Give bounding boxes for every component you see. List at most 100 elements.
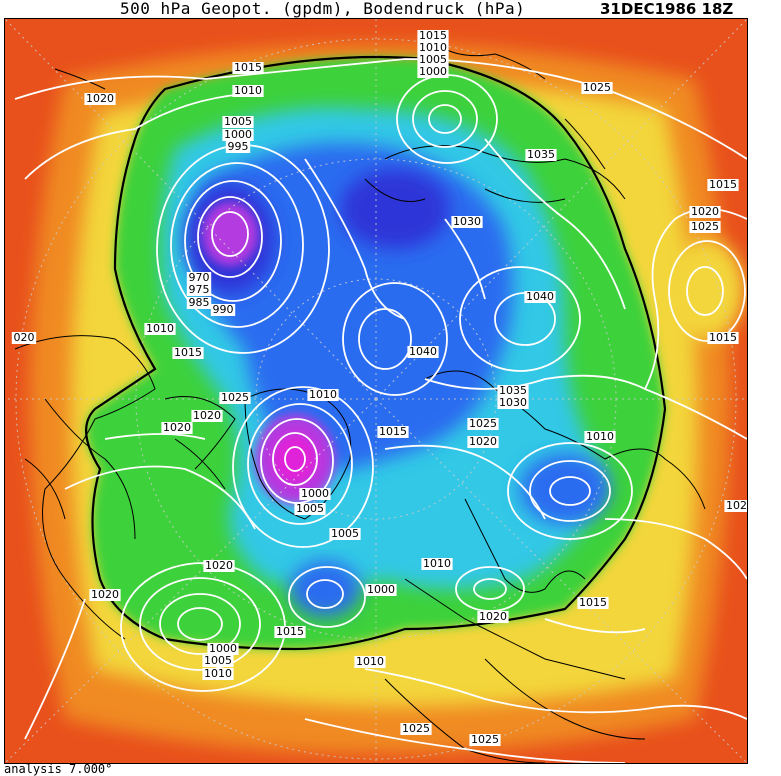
pressure-label: 1000 <box>301 487 329 500</box>
weather-map: 1015 1010 1005 1020 1000 1025 1015 1010 1005 1000… <box>4 18 748 764</box>
purple-low-west <box>202 202 258 266</box>
pressure-label-bg <box>144 323 176 335</box>
pressure-label-bg <box>707 332 739 344</box>
isobar-low-west <box>211 211 249 257</box>
isobar-wavy <box>544 618 646 634</box>
boundary-contour <box>85 55 667 651</box>
isobar-low-east <box>549 476 591 506</box>
pressure-label-bg <box>354 656 386 668</box>
pressure-label-bg <box>219 392 251 404</box>
isobar-wavy <box>304 158 406 320</box>
pressure-label: 990 <box>213 303 234 316</box>
pressure-label: 1020 <box>86 92 114 105</box>
pressure-label: 1010 <box>356 655 384 668</box>
pressure-label-bg <box>274 626 306 638</box>
coast-eurasia-north <box>364 145 626 203</box>
pressure-label: 1025 <box>583 81 611 94</box>
isobar-high-central <box>358 308 412 370</box>
pressure-label-bg <box>400 723 432 735</box>
isobar-wavy <box>24 598 86 740</box>
pressure-label-bg <box>329 528 361 540</box>
pressure-label: 1015 <box>234 61 262 74</box>
pressure-label: 1005 <box>224 115 252 128</box>
pressure-label-bg <box>365 584 397 596</box>
pressure-label-bg <box>524 291 556 303</box>
pressure-label: 1000 <box>209 642 237 655</box>
pressure-label: 1015 <box>709 331 737 344</box>
isobar-high-east <box>686 266 724 316</box>
pressure-label-bg <box>186 297 212 309</box>
isobar-wavy <box>24 93 246 180</box>
map-title: 500 hPa Geopot. (gpdm), Bodendruck (hPa) <box>120 0 526 18</box>
pressure-label: 1015 <box>709 178 737 191</box>
pressure-label-bg <box>84 93 116 105</box>
pressure-label-bg <box>89 589 121 601</box>
pressure-label: 1035 <box>499 384 527 397</box>
pressure-label: 1005 <box>296 502 324 515</box>
pressure-label: 1030 <box>453 215 481 228</box>
pressure-label: 1015 <box>379 425 407 438</box>
isobar-low-mid <box>473 578 507 600</box>
pressure-label-bg <box>417 54 449 66</box>
pressure-label-bg <box>202 668 234 680</box>
coast-north-america <box>14 335 156 640</box>
pressure-label: 1025 <box>402 722 430 735</box>
pressure-labels: 1015101010051020100010251015101010051000… <box>11 29 747 746</box>
isobar-low-north <box>412 90 478 148</box>
map-datetime: 31DEC1986 18Z <box>600 0 734 18</box>
pressure-label: 1010 <box>234 84 262 97</box>
meridian <box>375 398 747 763</box>
isobar-high-east <box>668 240 746 342</box>
isobar-low-center <box>272 432 318 486</box>
pressure-label: 975 <box>189 283 210 296</box>
pressure-label-bg <box>467 418 499 430</box>
parallel <box>255 278 497 520</box>
pressure-label-bg <box>469 734 501 746</box>
pressure-label: 1010 <box>204 667 232 680</box>
pressure-label: 1005 <box>419 53 447 66</box>
pressure-label-bg <box>497 385 529 397</box>
pressure-label: 995 <box>228 140 249 153</box>
pressure-label-bg <box>417 66 449 78</box>
pressure-label: 1000 <box>224 128 252 141</box>
pressure-label-bg <box>497 397 529 409</box>
isobar-wavy <box>364 668 747 720</box>
isobar-low-center <box>232 386 374 548</box>
magenta-low-center <box>273 434 317 484</box>
pressure-label-bg <box>467 436 499 448</box>
pressure-label-bg <box>191 410 223 422</box>
pressure-label: 1020 <box>163 421 191 434</box>
pressure-label: 1030 <box>499 396 527 409</box>
pressure-label: 1010 <box>423 557 451 570</box>
pressure-label-bg <box>707 179 739 191</box>
pressure-label: 1020 <box>193 409 221 422</box>
isobar-wavy <box>384 444 546 520</box>
pressure-label: 1015 <box>579 596 607 609</box>
pressure-label-bg <box>186 284 212 296</box>
pressure-label: 1020 <box>726 499 747 512</box>
pressure-label: 970 <box>189 271 210 284</box>
isobar-wavy <box>604 518 747 580</box>
isobar-low-east <box>507 442 633 540</box>
isobar-low-atlantic <box>159 593 241 655</box>
pressure-label-bg <box>232 62 264 74</box>
meridian <box>5 19 377 400</box>
pressure-label-bg <box>724 500 747 512</box>
pressure-label-bg <box>161 422 193 434</box>
pressure-label-bg <box>689 221 721 233</box>
pressure-label: 1020 <box>469 435 497 448</box>
pressure-label-bg <box>210 304 236 316</box>
pressure-label-bg <box>577 597 609 609</box>
deepblue-center <box>340 169 450 249</box>
pressure-label: 1020 <box>205 559 233 572</box>
coast-europe <box>404 578 646 740</box>
pressure-label: 1005 <box>331 527 359 540</box>
coast-canada-arctic <box>164 396 236 490</box>
pressure-label-bg <box>222 116 254 128</box>
pressure-label: 1025 <box>471 733 499 746</box>
pressure-label-bg <box>377 426 409 438</box>
pressure-label: 1025 <box>691 220 719 233</box>
isobar-low-center <box>247 403 353 525</box>
isobar-wavy <box>484 138 626 310</box>
pressure-label: 1020 <box>479 610 507 623</box>
